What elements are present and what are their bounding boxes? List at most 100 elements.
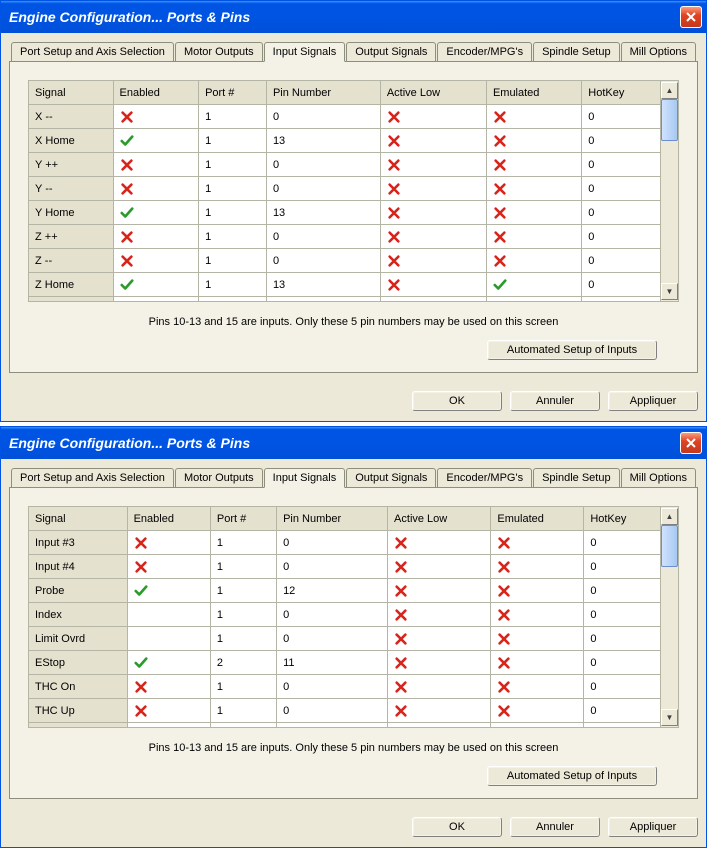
tab-encoder-mpg-s[interactable]: Encoder/MPG's bbox=[437, 42, 532, 62]
apply-button[interactable]: Appliquer bbox=[608, 391, 698, 411]
enabled-cell[interactable] bbox=[127, 675, 210, 699]
table-row[interactable]: Y --100 bbox=[29, 177, 661, 201]
port-cell[interactable]: 1 bbox=[210, 627, 276, 651]
tab-port-setup-and-axis-selection[interactable]: Port Setup and Axis Selection bbox=[11, 42, 174, 62]
port-cell[interactable]: 1 bbox=[210, 699, 276, 723]
automated-setup-button[interactable]: Automated Setup of Inputs bbox=[487, 340, 657, 360]
tab-mill-options[interactable]: Mill Options bbox=[621, 468, 696, 488]
enabled-cell[interactable] bbox=[127, 579, 210, 603]
table-row[interactable]: Z ++100 bbox=[29, 225, 661, 249]
scroll-down-icon[interactable]: ▼ bbox=[661, 709, 678, 726]
activelow-cell[interactable] bbox=[388, 579, 491, 603]
ok-button[interactable]: OK bbox=[412, 817, 502, 837]
vertical-scrollbar[interactable]: ▲ ▼ bbox=[661, 506, 679, 728]
column-header[interactable]: Enabled bbox=[127, 507, 210, 531]
pin-cell[interactable]: 13 bbox=[266, 201, 380, 225]
enabled-cell[interactable] bbox=[113, 129, 199, 153]
enabled-cell[interactable] bbox=[113, 273, 199, 297]
pin-cell[interactable]: 0 bbox=[266, 249, 380, 273]
hotkey-cell[interactable]: 0 bbox=[584, 603, 661, 627]
port-cell[interactable]: 1 bbox=[199, 273, 267, 297]
tab-spindle-setup[interactable]: Spindle Setup bbox=[533, 468, 620, 488]
emulated-cell[interactable] bbox=[486, 129, 581, 153]
emulated-cell[interactable] bbox=[486, 201, 581, 225]
pin-cell[interactable]: 11 bbox=[277, 651, 388, 675]
enabled-cell[interactable] bbox=[113, 249, 199, 273]
activelow-cell[interactable] bbox=[388, 531, 491, 555]
table-row[interactable]: Probe1120 bbox=[29, 579, 661, 603]
activelow-cell[interactable] bbox=[388, 699, 491, 723]
tab-port-setup-and-axis-selection[interactable]: Port Setup and Axis Selection bbox=[11, 468, 174, 488]
column-header[interactable]: Active Low bbox=[380, 81, 486, 105]
enabled-cell[interactable] bbox=[113, 153, 199, 177]
column-header[interactable]: Emulated bbox=[486, 81, 581, 105]
pin-cell[interactable]: 12 bbox=[277, 579, 388, 603]
pin-cell[interactable]: 0 bbox=[266, 225, 380, 249]
column-header[interactable]: Signal bbox=[29, 81, 114, 105]
enabled-cell[interactable] bbox=[127, 651, 210, 675]
close-icon[interactable] bbox=[680, 6, 702, 28]
table-row[interactable]: X --100 bbox=[29, 105, 661, 129]
scroll-thumb[interactable] bbox=[661, 525, 678, 567]
port-cell[interactable]: 1 bbox=[199, 225, 267, 249]
enabled-cell[interactable] bbox=[127, 603, 210, 627]
port-cell[interactable]: 1 bbox=[199, 201, 267, 225]
column-header[interactable]: Active Low bbox=[388, 507, 491, 531]
activelow-cell[interactable] bbox=[380, 249, 486, 273]
scroll-up-icon[interactable]: ▲ bbox=[661, 508, 678, 525]
enabled-cell[interactable] bbox=[127, 531, 210, 555]
tab-output-signals[interactable]: Output Signals bbox=[346, 42, 436, 62]
emulated-cell[interactable] bbox=[486, 225, 581, 249]
emulated-cell[interactable] bbox=[491, 579, 584, 603]
emulated-cell[interactable] bbox=[486, 177, 581, 201]
hotkey-cell[interactable]: 0 bbox=[582, 129, 661, 153]
emulated-cell[interactable] bbox=[486, 105, 581, 129]
hotkey-cell[interactable]: 0 bbox=[582, 177, 661, 201]
pin-cell[interactable]: 0 bbox=[266, 177, 380, 201]
column-header[interactable]: Enabled bbox=[113, 81, 199, 105]
enabled-cell[interactable] bbox=[113, 225, 199, 249]
port-cell[interactable]: 1 bbox=[210, 579, 276, 603]
apply-button[interactable]: Appliquer bbox=[608, 817, 698, 837]
tab-input-signals[interactable]: Input Signals bbox=[264, 468, 346, 488]
port-cell[interactable]: 1 bbox=[199, 249, 267, 273]
column-header[interactable]: Pin Number bbox=[266, 81, 380, 105]
emulated-cell[interactable] bbox=[491, 699, 584, 723]
hotkey-cell[interactable]: 0 bbox=[584, 651, 661, 675]
emulated-cell[interactable] bbox=[491, 531, 584, 555]
activelow-cell[interactable] bbox=[380, 273, 486, 297]
emulated-cell[interactable] bbox=[486, 153, 581, 177]
table-row[interactable]: Limit Ovrd100 bbox=[29, 627, 661, 651]
hotkey-cell[interactable]: 0 bbox=[582, 105, 661, 129]
port-cell[interactable]: 1 bbox=[210, 531, 276, 555]
table-row[interactable]: Z --100 bbox=[29, 249, 661, 273]
hotkey-cell[interactable]: 0 bbox=[582, 201, 661, 225]
hotkey-cell[interactable]: 0 bbox=[582, 153, 661, 177]
emulated-cell[interactable] bbox=[491, 555, 584, 579]
table-row[interactable]: Y ++100 bbox=[29, 153, 661, 177]
emulated-cell[interactable] bbox=[486, 273, 581, 297]
hotkey-cell[interactable]: 0 bbox=[582, 249, 661, 273]
column-header[interactable]: Emulated bbox=[491, 507, 584, 531]
activelow-cell[interactable] bbox=[380, 201, 486, 225]
enabled-cell[interactable] bbox=[127, 627, 210, 651]
hotkey-cell[interactable]: 0 bbox=[584, 675, 661, 699]
hotkey-cell[interactable]: 0 bbox=[584, 555, 661, 579]
column-header[interactable]: HotKey bbox=[582, 81, 661, 105]
activelow-cell[interactable] bbox=[380, 225, 486, 249]
emulated-cell[interactable] bbox=[486, 249, 581, 273]
table-row[interactable]: Y Home1130 bbox=[29, 201, 661, 225]
tab-output-signals[interactable]: Output Signals bbox=[346, 468, 436, 488]
ok-button[interactable]: OK bbox=[412, 391, 502, 411]
cancel-button[interactable]: Annuler bbox=[510, 391, 600, 411]
pin-cell[interactable]: 0 bbox=[277, 555, 388, 579]
hotkey-cell[interactable]: 0 bbox=[584, 531, 661, 555]
activelow-cell[interactable] bbox=[380, 153, 486, 177]
activelow-cell[interactable] bbox=[380, 129, 486, 153]
tab-motor-outputs[interactable]: Motor Outputs bbox=[175, 42, 263, 62]
vertical-scrollbar[interactable]: ▲ ▼ bbox=[661, 80, 679, 302]
hotkey-cell[interactable]: 0 bbox=[584, 627, 661, 651]
port-cell[interactable]: 1 bbox=[210, 555, 276, 579]
table-row[interactable]: Input #3100 bbox=[29, 531, 661, 555]
enabled-cell[interactable] bbox=[127, 555, 210, 579]
